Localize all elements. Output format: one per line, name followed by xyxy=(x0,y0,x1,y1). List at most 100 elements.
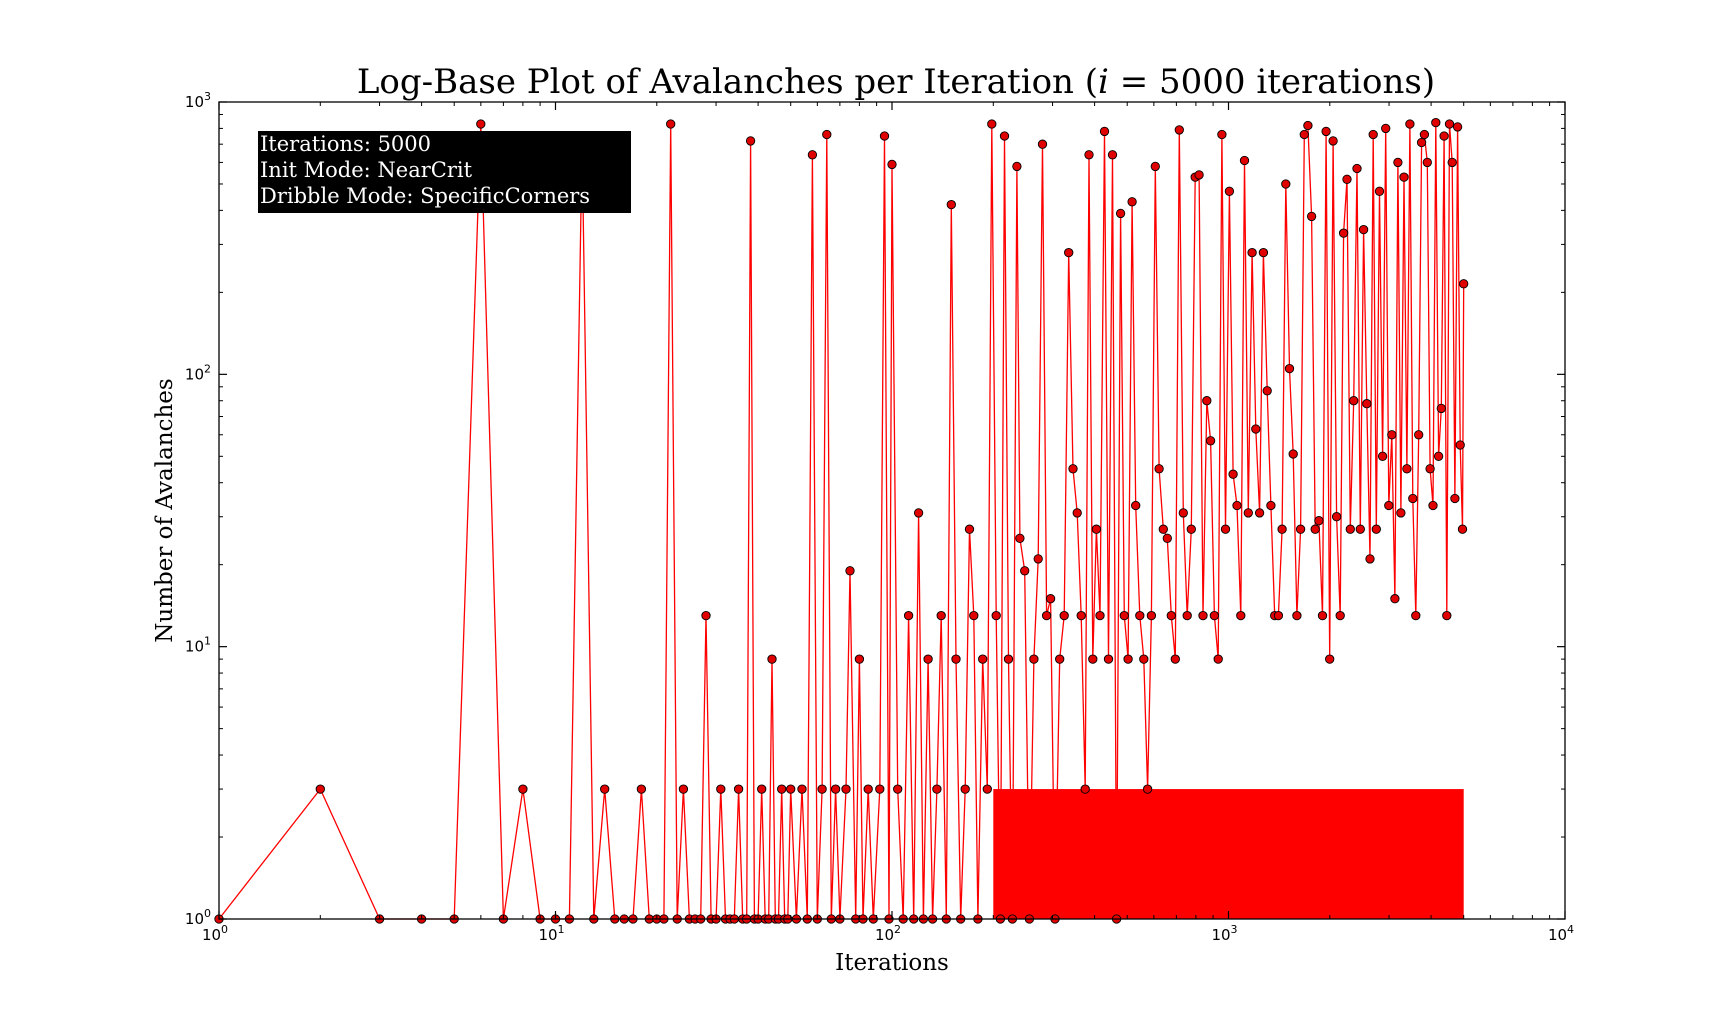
data-point xyxy=(1205,436,1216,446)
data-point xyxy=(1194,170,1204,180)
data-point xyxy=(1416,137,1427,148)
data-point xyxy=(1228,469,1238,479)
y-axis-label: Number of Avalanches xyxy=(152,378,178,642)
data-point xyxy=(1284,363,1295,374)
data-point xyxy=(1433,451,1444,461)
data-point xyxy=(1162,533,1172,543)
x-tick-label: 104 xyxy=(1548,923,1574,944)
data-point xyxy=(1041,610,1052,621)
chart-title-equality: = 5000 xyxy=(1109,62,1246,102)
data-point xyxy=(1084,150,1094,160)
data-point xyxy=(1455,440,1465,450)
data-point xyxy=(1442,610,1452,621)
data-point xyxy=(1292,610,1302,621)
data-point xyxy=(678,784,689,794)
data-point xyxy=(1095,610,1105,621)
data-point xyxy=(1338,228,1349,238)
data-point xyxy=(1425,464,1435,474)
data-point xyxy=(1303,120,1313,131)
data-point xyxy=(1150,161,1160,172)
data-point xyxy=(1452,122,1463,132)
data-point xyxy=(879,131,890,141)
data-point xyxy=(1331,512,1342,522)
data-point xyxy=(1198,610,1208,621)
data-point xyxy=(1099,126,1110,137)
data-point xyxy=(1220,524,1231,534)
data-point xyxy=(1045,594,1056,604)
data-point xyxy=(1405,119,1415,129)
dense-region-layer xyxy=(993,789,1464,919)
data-point xyxy=(1419,129,1430,140)
data-point xyxy=(1314,516,1324,526)
data-point xyxy=(1414,430,1424,440)
data-point xyxy=(1186,524,1196,534)
data-point xyxy=(1170,654,1180,664)
data-point xyxy=(1076,610,1086,621)
data-point xyxy=(315,784,325,794)
data-point xyxy=(1055,654,1065,664)
data-point xyxy=(964,524,975,534)
data-point xyxy=(1355,524,1365,534)
data-point xyxy=(1020,566,1030,576)
data-point xyxy=(1131,500,1141,511)
data-point xyxy=(1306,211,1317,222)
data-point xyxy=(1365,554,1375,564)
data-point xyxy=(1371,524,1381,534)
data-point xyxy=(1154,464,1164,474)
data-point xyxy=(1068,464,1078,474)
data-point xyxy=(797,784,807,794)
data-point xyxy=(636,784,647,794)
data-point xyxy=(716,784,726,794)
data-point xyxy=(893,784,903,794)
data-point xyxy=(960,784,970,794)
info-annotation-box: Iterations: 5000 Init Mode: NearCrit Dri… xyxy=(258,131,631,213)
data-point xyxy=(1239,155,1250,166)
data-point xyxy=(1402,464,1412,474)
data-point xyxy=(476,119,486,129)
data-point xyxy=(1317,610,1328,621)
data-point xyxy=(999,131,1010,141)
data-point xyxy=(1277,524,1287,534)
data-point xyxy=(1374,186,1385,196)
data-point xyxy=(1408,493,1418,504)
data-point xyxy=(1088,654,1098,664)
data-point xyxy=(1352,163,1362,174)
data-point xyxy=(1003,654,1014,664)
data-point xyxy=(1224,186,1235,196)
data-point xyxy=(1362,399,1372,409)
data-point xyxy=(875,784,885,794)
data-point xyxy=(1243,508,1253,518)
data-point xyxy=(822,129,832,140)
data-point xyxy=(845,566,855,576)
data-point xyxy=(600,784,610,794)
data-point xyxy=(951,654,961,664)
data-point xyxy=(1015,533,1025,543)
data-point xyxy=(1103,654,1114,664)
data-point xyxy=(1135,610,1145,621)
data-point xyxy=(786,784,796,794)
data-point xyxy=(701,610,711,621)
y-tick-label: 102 xyxy=(185,362,211,383)
dense-region-fill xyxy=(993,789,1464,919)
data-point xyxy=(1377,451,1388,461)
data-point xyxy=(1444,119,1455,129)
data-point xyxy=(1217,129,1227,140)
data-point xyxy=(1349,396,1359,406)
data-point xyxy=(1345,524,1355,534)
data-point xyxy=(1310,524,1320,534)
data-point xyxy=(841,784,851,794)
data-point xyxy=(1080,784,1090,794)
data-point xyxy=(1158,524,1168,534)
data-point xyxy=(1411,610,1421,621)
data-point xyxy=(987,119,997,129)
chart-title: Log-Base Plot of Avalanches per Iteratio… xyxy=(357,62,1435,102)
data-point xyxy=(1457,524,1468,534)
data-point xyxy=(1119,610,1129,621)
data-point xyxy=(1295,524,1306,534)
data-point xyxy=(1387,430,1397,440)
x-tick-label: 103 xyxy=(1211,923,1237,944)
data-point xyxy=(936,610,946,621)
data-point xyxy=(1288,449,1298,459)
data-point xyxy=(1262,386,1272,396)
chart-title-main: Log-Base Plot of Avalanches per Iteratio… xyxy=(357,62,1098,102)
